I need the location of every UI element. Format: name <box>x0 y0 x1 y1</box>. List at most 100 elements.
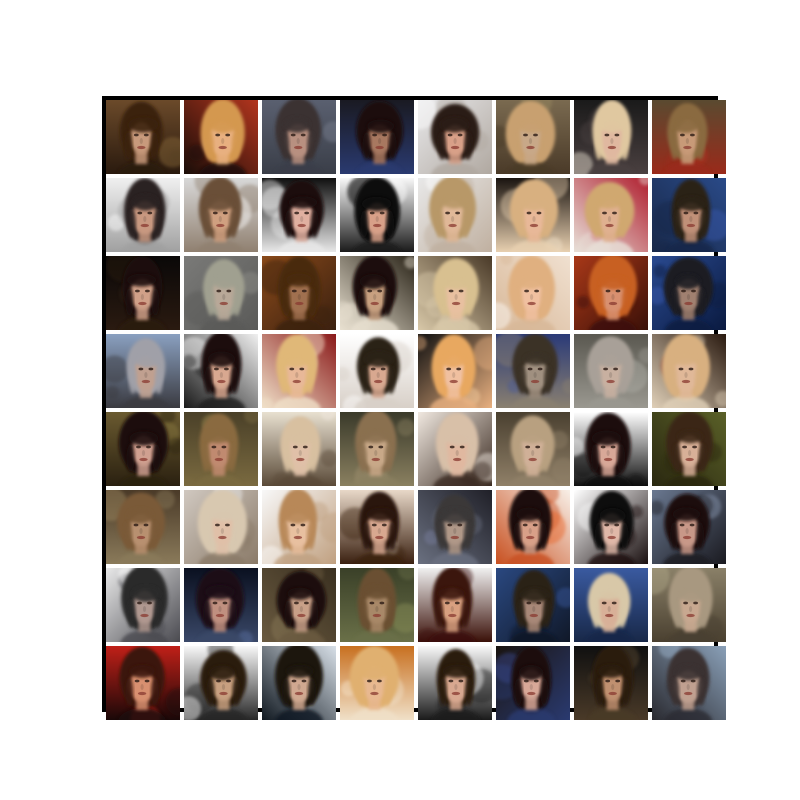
face-tile-r7-c2 <box>184 568 258 642</box>
generated-face-image <box>340 178 414 252</box>
face-tile-r6-c6 <box>496 490 570 564</box>
face-tile-r4-c2 <box>184 334 258 408</box>
face-tile-r5-c2 <box>184 412 258 486</box>
generated-face-image <box>418 412 492 486</box>
face-tile-r6-c1 <box>106 490 180 564</box>
generated-face-image <box>652 178 726 252</box>
face-tile-r7-c8 <box>652 568 726 642</box>
generated-face-image <box>340 100 414 174</box>
generated-face-image <box>106 568 180 642</box>
generated-face-image <box>496 256 570 330</box>
face-tile-r2-c4 <box>340 178 414 252</box>
generated-face-image <box>184 256 258 330</box>
generated-face-image <box>106 178 180 252</box>
face-tile-r5-c5 <box>418 412 492 486</box>
face-tile-r8-c3 <box>262 646 336 720</box>
face-tile-r1-c3 <box>262 100 336 174</box>
generated-face-image <box>496 568 570 642</box>
generated-face-image <box>106 412 180 486</box>
generated-face-image <box>574 412 648 486</box>
face-tile-r1-c8 <box>652 100 726 174</box>
generated-face-image <box>574 490 648 564</box>
generated-face-image <box>418 256 492 330</box>
generated-face-image <box>496 412 570 486</box>
face-tile-r1-c7 <box>574 100 648 174</box>
face-tile-r1-c5 <box>418 100 492 174</box>
face-tile-r8-c4 <box>340 646 414 720</box>
generated-face-image <box>496 178 570 252</box>
face-tile-r8-c5 <box>418 646 492 720</box>
face-tile-r5-c4 <box>340 412 414 486</box>
face-tile-r4-c1 <box>106 334 180 408</box>
face-tile-r2-c2 <box>184 178 258 252</box>
generated-face-image <box>496 490 570 564</box>
face-tile-r6-c5 <box>418 490 492 564</box>
generated-face-image <box>106 646 180 720</box>
face-sample-grid <box>106 100 726 720</box>
face-tile-r6-c3 <box>262 490 336 564</box>
face-tile-r4-c7 <box>574 334 648 408</box>
face-tile-r1-c6 <box>496 100 570 174</box>
generated-face-image <box>340 256 414 330</box>
face-tile-r6-c4 <box>340 490 414 564</box>
generated-face-image <box>262 490 336 564</box>
generated-face-image <box>418 490 492 564</box>
face-tile-r2-c3 <box>262 178 336 252</box>
generated-face-image <box>574 100 648 174</box>
face-tile-r6-c8 <box>652 490 726 564</box>
generated-face-image <box>262 568 336 642</box>
face-tile-r5-c7 <box>574 412 648 486</box>
generated-face-image <box>574 334 648 408</box>
face-tile-r4-c5 <box>418 334 492 408</box>
face-tile-r5-c8 <box>652 412 726 486</box>
generated-face-image <box>184 412 258 486</box>
face-tile-r3-c5 <box>418 256 492 330</box>
generated-face-image <box>262 100 336 174</box>
generated-face-image <box>418 568 492 642</box>
generated-face-image <box>652 568 726 642</box>
generated-face-image <box>184 568 258 642</box>
generated-face-image <box>340 490 414 564</box>
face-tile-r3-c2 <box>184 256 258 330</box>
generated-face-image <box>652 100 726 174</box>
face-tile-r7-c6 <box>496 568 570 642</box>
generated-face-image <box>574 568 648 642</box>
generated-face-image <box>262 256 336 330</box>
generated-face-image <box>262 178 336 252</box>
generated-face-image <box>496 100 570 174</box>
face-tile-r6-c7 <box>574 490 648 564</box>
face-tile-r3-c7 <box>574 256 648 330</box>
face-tile-r5-c1 <box>106 412 180 486</box>
generated-face-image <box>652 490 726 564</box>
face-tile-r7-c5 <box>418 568 492 642</box>
face-tile-r8-c8 <box>652 646 726 720</box>
generated-face-image <box>184 178 258 252</box>
generated-face-image <box>418 178 492 252</box>
generated-face-image <box>418 100 492 174</box>
face-tile-r8-c1 <box>106 646 180 720</box>
generated-face-image <box>496 646 570 720</box>
generated-face-image <box>184 100 258 174</box>
face-tile-r4-c4 <box>340 334 414 408</box>
generated-face-image <box>106 256 180 330</box>
face-tile-r7-c1 <box>106 568 180 642</box>
generated-face-image <box>262 646 336 720</box>
generated-face-image <box>262 412 336 486</box>
face-tile-r1-c1 <box>106 100 180 174</box>
generated-face-image <box>652 412 726 486</box>
generated-face-image <box>106 334 180 408</box>
face-tile-r1-c2 <box>184 100 258 174</box>
face-tile-r3-c6 <box>496 256 570 330</box>
face-tile-r4-c6 <box>496 334 570 408</box>
face-tile-r3-c1 <box>106 256 180 330</box>
face-tile-r7-c3 <box>262 568 336 642</box>
face-tile-r8-c7 <box>574 646 648 720</box>
generated-face-image <box>340 646 414 720</box>
face-tile-r4-c3 <box>262 334 336 408</box>
face-tile-r8-c2 <box>184 646 258 720</box>
generated-face-image <box>262 334 336 408</box>
face-tile-r2-c7 <box>574 178 648 252</box>
generated-face-image <box>652 646 726 720</box>
generated-face-image <box>652 256 726 330</box>
